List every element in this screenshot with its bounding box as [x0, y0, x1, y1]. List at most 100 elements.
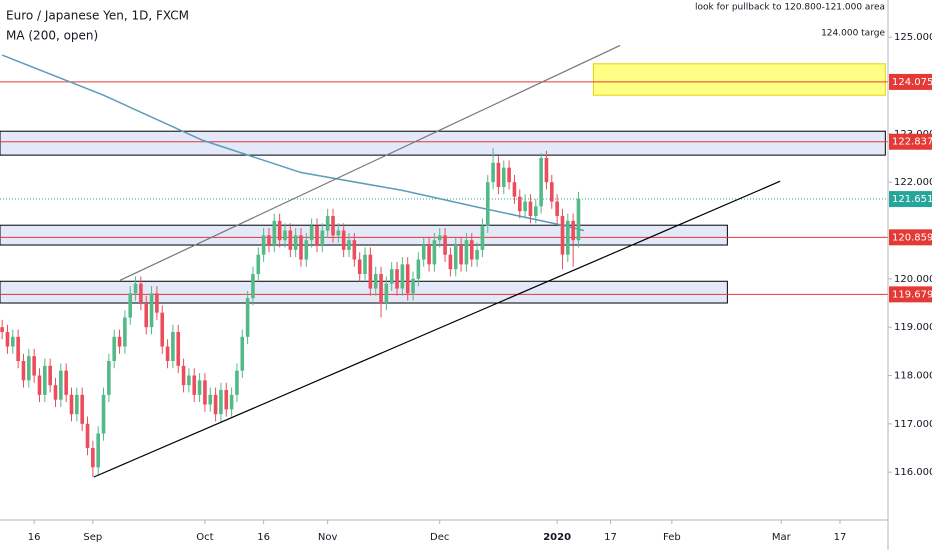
x-tick-label: 17	[604, 532, 617, 543]
candle-body	[315, 225, 319, 246]
candle-body	[485, 182, 490, 226]
x-tick-label: Sep	[83, 532, 102, 543]
candle-body	[256, 254, 261, 275]
price-tag	[889, 229, 932, 246]
candle-body	[261, 235, 266, 255]
y-tick-label: 117.000	[894, 419, 932, 430]
candle-body	[363, 254, 367, 275]
candle-body	[32, 356, 36, 376]
candle-body	[507, 167, 511, 183]
candle-body	[560, 216, 565, 255]
price-tag	[889, 286, 932, 303]
candle-body	[453, 245, 458, 270]
candle-body	[101, 394, 106, 434]
zone	[592, 63, 886, 96]
price-tag	[889, 191, 932, 208]
candle-body	[325, 216, 330, 231]
candle-body	[53, 385, 58, 400]
candle-body	[27, 356, 31, 381]
plot-area	[0, 44, 888, 478]
candle-body	[21, 361, 26, 381]
x-tick-label: 17	[834, 532, 847, 543]
candle-body	[555, 201, 559, 217]
candle-body	[336, 230, 341, 236]
candle-body	[448, 254, 453, 270]
candle-body	[192, 375, 197, 395]
candle-body	[171, 332, 175, 362]
price-tag	[889, 73, 932, 90]
trend-line	[119, 44, 621, 281]
candle-body	[480, 225, 485, 250]
candle-body	[197, 380, 202, 395]
y-tick-label: 116.000	[894, 467, 932, 478]
candle-body	[437, 235, 442, 241]
candle-body	[117, 336, 122, 347]
candle-body	[539, 158, 543, 207]
candle-body	[224, 390, 229, 410]
candle-body	[341, 230, 346, 250]
candle-body	[443, 235, 447, 255]
candle-body	[491, 162, 495, 183]
price-tag	[889, 133, 932, 150]
candle-body	[395, 269, 399, 289]
candle-body	[213, 394, 218, 415]
candle-body	[91, 447, 95, 468]
indicator-label: MA (200, open)	[6, 29, 98, 43]
candle-body	[320, 230, 325, 246]
candle-body	[203, 380, 207, 405]
x-tick-label: Dec	[430, 532, 449, 543]
candle-body	[96, 433, 100, 468]
candle-body	[107, 361, 111, 395]
price-tag-label: 122.837	[892, 137, 932, 148]
candle-body	[352, 240, 357, 260]
candle-body	[128, 293, 133, 318]
candle-body	[299, 235, 303, 260]
candle-body	[240, 336, 245, 371]
candle-body	[309, 225, 314, 241]
candle-body	[139, 283, 143, 304]
candle-body	[405, 264, 410, 294]
annotation: 124.000 targe	[821, 29, 885, 39]
y-tick-label: 119.000	[894, 322, 932, 333]
candle-body	[219, 390, 223, 415]
x-tick-label: Mar	[772, 532, 792, 543]
candle-body	[277, 220, 282, 241]
candle-body	[176, 332, 181, 366]
trend-line	[93, 180, 781, 478]
candle-body	[235, 370, 239, 395]
candle-body	[149, 293, 154, 328]
candle-body	[389, 269, 394, 284]
candle-body	[43, 365, 47, 395]
y-tick-label: 122.000	[894, 177, 932, 188]
candle-body	[267, 235, 271, 246]
candle-body	[571, 220, 575, 241]
candle-body	[187, 375, 191, 386]
candle-body	[11, 336, 15, 347]
candle-body	[400, 264, 405, 289]
candle-body	[331, 216, 335, 236]
candle-body	[48, 365, 52, 386]
candle-body	[427, 245, 431, 265]
x-tick-label: 16	[257, 532, 270, 543]
candle-body	[544, 158, 549, 183]
x-tick-label: Feb	[663, 532, 681, 543]
candle-body	[475, 249, 479, 260]
price-tag-label: 119.679	[892, 289, 932, 300]
x-tick-label: Nov	[318, 532, 338, 543]
candle-body	[59, 370, 63, 400]
candle-body	[288, 230, 293, 250]
candle-body	[16, 336, 20, 362]
candle-body	[272, 220, 277, 246]
zone	[0, 280, 728, 304]
candle-body	[80, 394, 84, 424]
candle-body	[181, 365, 186, 386]
candle-body	[416, 259, 421, 279]
candle-body	[501, 167, 506, 188]
plot-layer	[0, 44, 888, 478]
candle-body	[533, 206, 538, 217]
candle-body	[357, 259, 362, 275]
candle-body	[576, 199, 581, 241]
zone	[0, 224, 728, 246]
price-tag-label: 121.651	[892, 194, 932, 205]
candle-body	[0, 327, 4, 333]
